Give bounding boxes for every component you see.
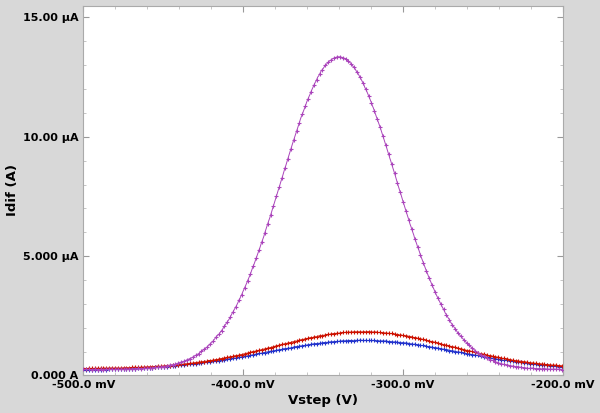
X-axis label: Vstep (V): Vstep (V)	[288, 394, 358, 408]
Y-axis label: Idif (A): Idif (A)	[5, 164, 19, 216]
